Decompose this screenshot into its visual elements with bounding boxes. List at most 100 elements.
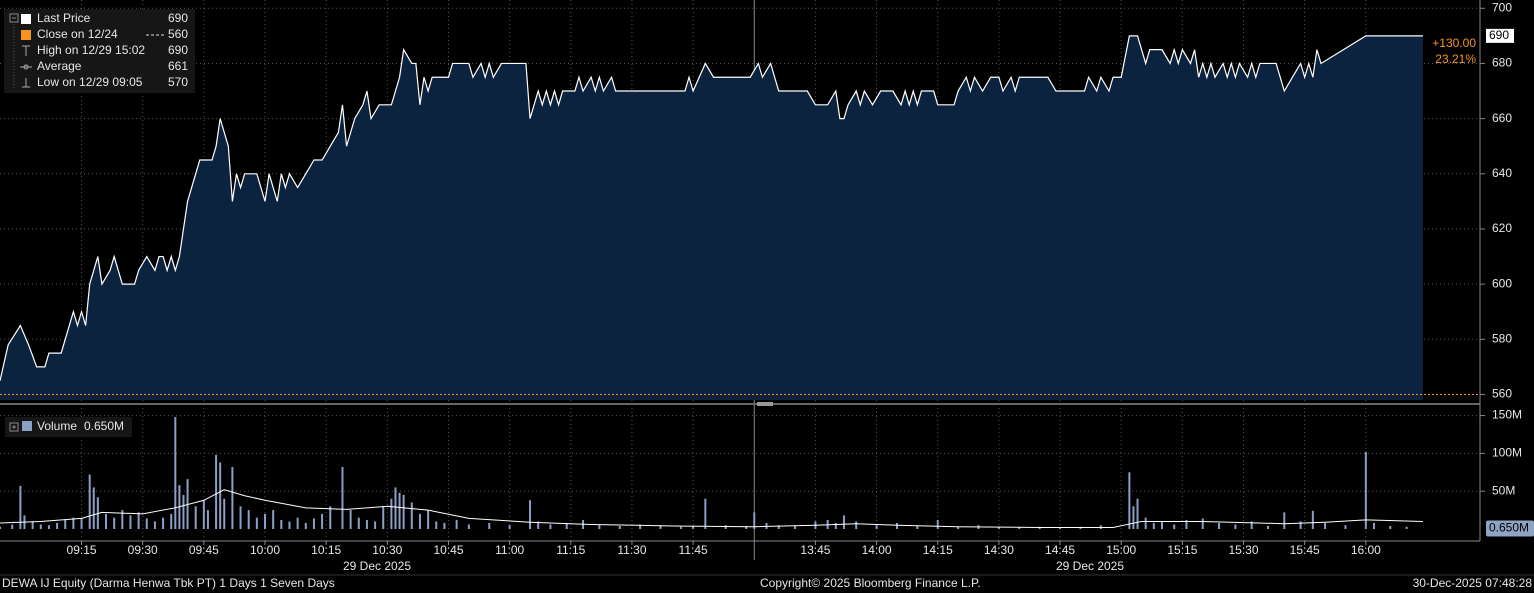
legend-box — [5, 417, 132, 437]
legend-label: High on 12/29 15:02 — [37, 43, 145, 57]
volume-bar — [92, 487, 95, 529]
volume-bar — [410, 502, 413, 529]
y-tick-label: 50M — [1492, 483, 1515, 497]
y-tick-label: 640 — [1492, 166, 1512, 180]
volume-bar — [394, 487, 397, 529]
volume-bar — [11, 524, 14, 529]
volume-bar — [194, 506, 197, 529]
volume-bar — [794, 525, 797, 529]
volume-bar — [215, 454, 218, 529]
x-tick-label: 11:30 — [617, 543, 646, 557]
volume-bar — [56, 522, 59, 529]
volume-bar — [936, 519, 939, 529]
x-tick-label: 15:45 — [1290, 543, 1320, 557]
x-tick-label: 09:15 — [67, 543, 97, 557]
area — [0, 35, 1423, 401]
volume-bar — [508, 525, 511, 529]
y-tick-label: 150M — [1492, 408, 1522, 422]
volume-bar — [357, 517, 360, 529]
volume-legend: Volume 0.650M — [5, 417, 132, 437]
footer-left: DEWA IJ Equity (Darma Henwa Tbk PT) 1 Da… — [2, 576, 335, 590]
volume-bar — [777, 525, 780, 529]
volume-tag — [1486, 520, 1534, 537]
volume-bar — [549, 524, 552, 529]
volume-bar — [137, 512, 140, 529]
x-date-label: 29 Dec 2025 — [1056, 559, 1124, 573]
volume-bar — [186, 479, 189, 529]
price-line — [0, 35, 1423, 381]
volume-bar — [39, 524, 42, 529]
legend-value: 560 — [168, 27, 188, 41]
volume-bar — [170, 513, 173, 529]
volume-bar — [875, 525, 878, 529]
x-tick-label: 09:30 — [128, 543, 158, 557]
volume-bar — [247, 510, 250, 529]
x-tick-label: 15:15 — [1167, 543, 1197, 557]
panel-handle — [757, 402, 773, 406]
volume-bar — [272, 510, 275, 529]
volume-bar — [855, 521, 858, 529]
volume-bar — [349, 510, 352, 529]
legend-label: Close on 12/24 — [37, 27, 118, 41]
volume-bar — [398, 492, 401, 529]
legend-value: 690 — [168, 11, 188, 25]
legend-collapse[interactable] — [9, 422, 19, 432]
volume-bar — [1283, 512, 1286, 529]
volume-bar — [753, 512, 756, 529]
volume-bar — [834, 522, 837, 529]
x-tick-label: 15:30 — [1229, 543, 1259, 557]
change-label: +130.00 — [1432, 36, 1476, 50]
volume-bar — [1160, 521, 1163, 529]
volume-bar — [255, 517, 258, 529]
y-tick-label: 700 — [1492, 0, 1512, 14]
last-price-tag — [1486, 28, 1514, 43]
x-tick-label: 11:15 — [556, 543, 585, 557]
volume-bar — [1372, 522, 1375, 529]
x-tick-label: 14:45 — [1045, 543, 1075, 557]
volume-bar — [219, 462, 222, 529]
legend-label: Last Price — [37, 11, 91, 25]
volume-bar — [1173, 524, 1176, 529]
legend-label: Average — [37, 59, 82, 73]
volume-bar — [1266, 525, 1269, 529]
volume-bar — [1128, 472, 1131, 529]
x-tick-label: 11:45 — [679, 543, 708, 557]
legend: Last Price 690 Close on 12/24 560 High o… — [4, 9, 195, 93]
volume-bar — [280, 519, 283, 529]
legend-marker — [21, 14, 31, 24]
volume-bar — [1185, 519, 1188, 529]
footer-right: 30-Dec-2025 07:48:28 — [1413, 576, 1533, 590]
volume-bar — [1132, 506, 1135, 529]
change-percent-label: 23.21% — [1435, 52, 1476, 66]
volume-bar — [223, 498, 226, 529]
volume-bar — [842, 515, 845, 529]
volume-bar — [72, 517, 75, 529]
volume-bar — [639, 524, 642, 529]
volume-bar — [88, 474, 91, 529]
volume-bar — [145, 518, 148, 529]
volume-bar — [288, 521, 291, 529]
volume-bar — [1201, 518, 1204, 529]
legend-value: 661 — [168, 59, 188, 73]
volume-bar — [329, 506, 332, 529]
volume-bar — [321, 513, 324, 529]
volume-bar — [598, 525, 601, 529]
x-tick-label: 16:00 — [1351, 543, 1381, 557]
legend-box — [4, 9, 195, 93]
x-tick-label: 11:00 — [495, 543, 524, 557]
volume-bar — [206, 510, 209, 529]
volume-bar — [1324, 522, 1327, 529]
volume-bar — [1250, 521, 1253, 529]
volume-bar — [1299, 521, 1302, 529]
legend-collapse[interactable] — [9, 13, 19, 23]
volume-bar — [129, 515, 132, 529]
volume-bar — [565, 522, 568, 529]
x-tick-label: 14:00 — [862, 543, 892, 557]
volume-bar — [1234, 524, 1237, 529]
legend-marker — [21, 30, 31, 40]
volume-bar — [529, 500, 532, 529]
volume-average-line — [0, 489, 1423, 528]
volume-bar — [374, 521, 377, 529]
y-tick-label: 680 — [1492, 56, 1512, 70]
volume-bar — [679, 526, 682, 529]
